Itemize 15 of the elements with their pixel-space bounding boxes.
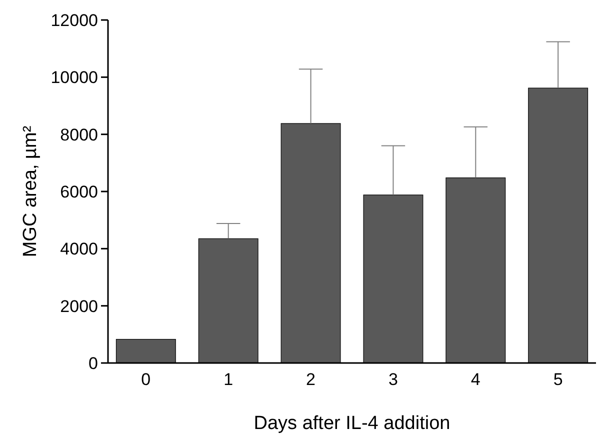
x-tick-label: 3 xyxy=(388,370,398,389)
y-tick-label: 0 xyxy=(88,354,98,373)
y-tick-label: 12000 xyxy=(50,10,98,30)
x-tick-label: 4 xyxy=(470,370,480,389)
y-tick-label: 4000 xyxy=(60,240,98,259)
x-tick-label: 1 xyxy=(224,370,234,389)
x-tick-label: 2 xyxy=(306,370,316,389)
x-tick-label: 0 xyxy=(141,370,151,389)
y-tick-label: 8000 xyxy=(60,125,98,144)
x-tick-label: 5 xyxy=(553,370,563,389)
y-axis-title: MGC area, µm² xyxy=(20,126,41,258)
y-tick-label: 2000 xyxy=(60,296,98,316)
x-axis-title: Days after IL-4 addition xyxy=(254,413,450,434)
y-tick-label: 6000 xyxy=(60,182,98,202)
y-tick-label: 10000 xyxy=(50,68,98,88)
